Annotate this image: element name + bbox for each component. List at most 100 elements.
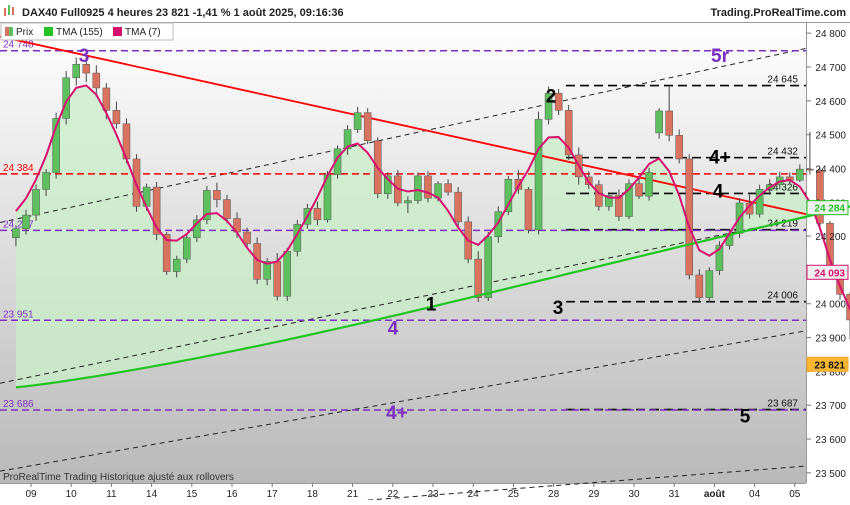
y-tick-label: 24 200 [815,232,846,243]
candle [695,269,704,304]
candle [203,186,211,225]
x-tick-label: 30 [628,489,640,500]
y-tick-label: 23 700 [815,401,846,412]
chart-title: DAX40 Full0925 4 heures 23 821 -1,41 % 1… [22,7,344,19]
wave-label-8: 3 [553,298,564,319]
candle-body [193,219,201,239]
candle [424,171,432,203]
candle [615,189,623,221]
candle-body [424,175,432,199]
x-tick-label: 16 [226,489,238,500]
candle-body [504,179,513,212]
level-label-24432: 24 432 [767,147,798,158]
header-bar [0,0,850,22]
candle [283,247,292,302]
candle-body [695,274,704,298]
candle-body [102,87,111,111]
candle [32,184,40,221]
candle-body [564,110,573,156]
candle-body [82,64,91,74]
x-tick-label: 15 [186,489,198,500]
price-tag-label: 24 284 [814,204,845,215]
candle-body [796,168,804,181]
candle-body [816,169,824,224]
tma7-line [15,84,850,311]
x-tick-label: 11 [106,489,117,500]
candle-body [625,183,633,217]
candle-body [665,110,673,136]
price-tags: 24 284 24 093 23 821 [806,200,849,372]
candle-body [484,236,493,298]
wave-label-3: 2 [546,87,557,108]
candle-body [263,261,271,280]
y-tick-label: 24 500 [815,131,846,142]
candle [846,291,850,340]
candle [534,111,543,235]
wave-label-4: 4+ [709,148,731,169]
legend-item-tma7[interactable]: TMA (7) [113,27,161,38]
candle [22,209,30,235]
price-tag-24093: 24 093 [806,264,849,280]
wave-label-2: 5r [711,46,730,67]
footer-note: ProRealTime Trading Historique ajusté au… [3,472,234,483]
candle [243,227,251,248]
candle-body [32,189,40,216]
level-label-24217: 24 217 [3,219,34,230]
candle [92,65,101,97]
candle-body [404,200,412,204]
candle [384,172,392,199]
price-tag-23821: 23 821 [806,356,849,372]
candle-body [42,172,50,190]
y-tick-label: 24 000 [815,300,846,311]
candle [625,179,633,220]
legend-label-prix: Prix [16,27,33,38]
candle [474,251,482,303]
x-tick-label: 29 [588,489,600,500]
level-label-23951: 23 951 [3,309,34,320]
candle-body [72,64,80,79]
candle [193,215,201,243]
candle-body [444,183,452,193]
y-tick-label: 23 500 [815,469,846,480]
candle [353,106,362,133]
resistance-trendline [0,35,807,215]
candle [705,267,714,303]
x-tick-label: 09 [25,489,37,500]
candle-body [12,228,20,239]
brand-label: Trading.ProRealTime.com [710,7,846,19]
candle-body [92,72,101,89]
y-tick-label: 24 600 [815,97,846,108]
channel-line-2 [0,216,807,384]
price-tag-24284: 24 284 [806,200,849,216]
candle-body [534,119,543,231]
candle-body [152,186,161,235]
candle-body [363,112,372,141]
wave-label-6: 1 [426,295,437,316]
x-tick-label: 28 [548,489,560,500]
candle-body [554,93,563,111]
x-tick-label: 04 [749,489,761,500]
candle [293,219,302,257]
level-label-23687: 23 687 [767,399,798,410]
legend-item-tma155[interactable]: TMA (155) [44,27,103,38]
candle-body [343,129,352,150]
candle-body [243,231,251,244]
channel-line-3 [0,330,807,472]
candle-body [112,110,121,125]
candle-body [494,211,503,238]
candle-body [454,191,462,223]
y-tick-label: 23 600 [815,435,846,446]
candle [112,101,121,129]
candle-body [293,224,302,252]
legend-item-prix[interactable]: Prix [5,27,33,38]
candle [605,192,613,211]
candle-body [755,189,764,215]
candle [323,171,332,223]
candle-body [313,208,322,221]
level-label-24748: 24 748 [3,40,34,51]
candle [544,86,553,125]
candle [635,177,643,199]
candle [333,145,342,179]
candle [494,206,503,243]
